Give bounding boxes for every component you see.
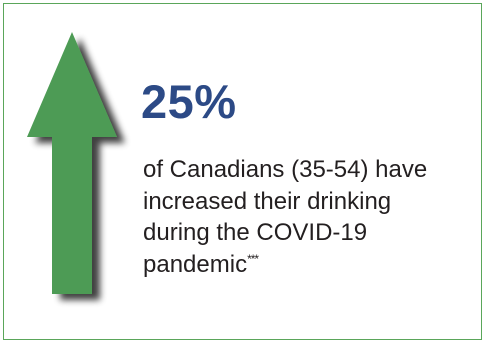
description-line-4-text: pandemic [143, 250, 248, 278]
infographic-panel: 25% of Canadians (35-54) have increased … [3, 3, 482, 340]
description-line-2: increased their drinking [143, 187, 392, 215]
statistic-description: of Canadians (35-54) have increased thei… [143, 154, 483, 280]
description-line-3: during the COVID-19 [143, 219, 368, 246]
up-arrow-icon [27, 32, 117, 294]
statistic-value: 25% [141, 75, 237, 128]
footnote-marker: *** [247, 251, 259, 266]
description-line-1: of Canadians (35-54) have [143, 156, 428, 183]
arrow-shape [27, 32, 117, 294]
description-line-4: pandemic*** [143, 249, 483, 281]
